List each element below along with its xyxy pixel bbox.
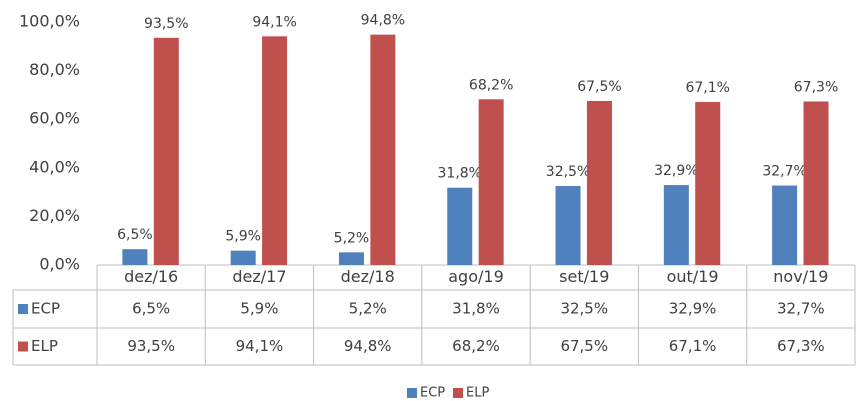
table-legend-key: [18, 341, 28, 352]
table-cell: 67,5%: [560, 337, 608, 355]
table-cell: 67,1%: [669, 337, 717, 355]
table-cell: 67,3%: [777, 337, 825, 355]
data-label: 67,5%: [577, 79, 621, 95]
x-tick-label: ago/19: [448, 267, 504, 286]
bar: [478, 99, 504, 265]
table-legend-key: [18, 304, 28, 314]
table-cell: 32,9%: [669, 300, 717, 318]
data-label: 93,5%: [144, 16, 188, 32]
bar: [555, 186, 581, 265]
legend-key: [453, 388, 463, 398]
y-tick-label: 20,0%: [29, 206, 80, 225]
y-tick-label: 100,0%: [19, 12, 80, 31]
bar: [803, 101, 829, 265]
table-cell: 6,5%: [132, 300, 170, 318]
table-cell: 93,5%: [127, 337, 175, 355]
table-cell: 32,5%: [560, 300, 608, 318]
bar: [122, 249, 148, 265]
data-label: 67,3%: [794, 79, 838, 95]
table-row-header: ELP: [31, 337, 58, 355]
bar: [772, 185, 798, 265]
legend-key: [407, 388, 417, 398]
bar: [153, 37, 179, 265]
data-label: 32,9%: [654, 163, 698, 179]
data-label: 32,5%: [546, 164, 590, 180]
x-tick-label: set/19: [559, 267, 609, 286]
legend-label: ELP: [466, 386, 489, 401]
x-tick-label: dez/17: [232, 267, 286, 286]
bar: [230, 250, 256, 265]
x-tick-label: dez/16: [124, 267, 178, 286]
x-tick-label: dez/18: [341, 267, 395, 286]
table-cell: 5,9%: [240, 300, 278, 318]
table-cell: 68,2%: [452, 337, 500, 355]
table-cell: 5,2%: [349, 300, 387, 318]
table-cell: 94,1%: [236, 337, 284, 355]
data-label: 67,1%: [685, 80, 729, 96]
y-tick-label: 0,0%: [39, 255, 80, 274]
data-label: 5,2%: [334, 230, 370, 246]
bar: [586, 100, 612, 265]
y-tick-label: 60,0%: [29, 109, 80, 128]
x-tick-label: nov/19: [773, 267, 828, 286]
bar: [663, 185, 689, 265]
table-cell: 94,8%: [344, 337, 392, 355]
bar: [695, 101, 721, 266]
bar: [338, 252, 364, 265]
table-row-header: ECP: [31, 300, 60, 318]
data-label: 5,9%: [225, 229, 261, 245]
bar: [370, 34, 396, 265]
data-label: 32,7%: [762, 164, 806, 180]
data-label: 94,1%: [252, 14, 296, 30]
table-cell: 32,7%: [777, 300, 825, 318]
data-label: 6,5%: [117, 227, 153, 243]
table-cell: 31,8%: [452, 300, 500, 318]
bar: [447, 187, 473, 265]
data-label: 31,8%: [438, 166, 482, 182]
y-tick-label: 40,0%: [29, 157, 80, 176]
data-label: 68,2%: [469, 77, 513, 93]
data-label: 94,8%: [361, 13, 405, 29]
x-tick-label: out/19: [667, 267, 719, 286]
legend-label: ECP: [420, 386, 445, 401]
bar: [262, 36, 288, 265]
y-tick-label: 80,0%: [29, 60, 80, 79]
